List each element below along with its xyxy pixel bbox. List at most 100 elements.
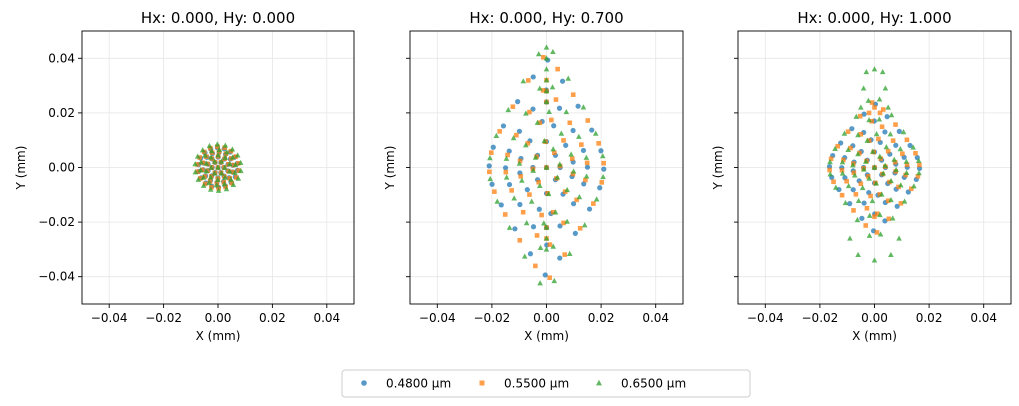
spot-point-square: [555, 66, 560, 72]
spot-point-triangle: [519, 177, 525, 183]
spot-point-triangle: [866, 212, 873, 218]
panel-title: Hx: 0.000, Hy: 0.700: [469, 9, 623, 27]
spot-point-triangle: [536, 85, 543, 91]
spot-point-square: [851, 208, 856, 213]
x-tick-label: −0.04: [747, 311, 784, 325]
panel-2: −0.04 −0.02 0.00 0.02 0.04 Hx: 0.000, Hy: 0.7…: [383, 9, 684, 343]
spot-point-triangle: [845, 182, 852, 189]
spot-point-triangle: [550, 146, 556, 152]
spot-point-triangle: [238, 167, 244, 174]
spot-point-triangle: [893, 166, 899, 173]
spot-point-square: [879, 124, 885, 130]
spot-point-square: [562, 252, 568, 257]
spot-point-circle: [896, 128, 902, 134]
spot-point-square: [857, 150, 862, 156]
spot-point-square: [904, 137, 910, 143]
spot-point-square: [537, 120, 543, 126]
spot-point-square: [202, 174, 208, 179]
y-tick-label: −0.04: [38, 270, 75, 284]
spot-point-square: [872, 105, 877, 110]
spot-point-triangle: [883, 144, 890, 150]
x-axis-label: X (mm): [196, 329, 241, 343]
x-tick-label: 0.02: [588, 311, 615, 325]
x-tick-label: 0.04: [642, 311, 669, 325]
spot-point-triangle: [546, 108, 552, 114]
spot-point-triangle: [916, 170, 922, 176]
legend-marker-triangle: [596, 379, 602, 386]
spot-point-triangle: [228, 176, 234, 182]
spot-point-triangle: [487, 175, 494, 182]
spot-point-triangle: [832, 145, 838, 151]
spot-point-triangle: [237, 159, 244, 166]
spot-point-triangle: [877, 211, 883, 218]
spot-point-triangle: [208, 147, 215, 154]
spot-points: [486, 44, 607, 286]
x-axis-label: X (mm): [524, 329, 569, 343]
spot-point-triangle: [543, 77, 550, 83]
spot-point-triangle: [910, 144, 916, 150]
spot-point-triangle: [197, 167, 204, 173]
spot-point-square: [520, 209, 526, 215]
spot-point-triangle: [232, 169, 238, 175]
spot-point-circle: [515, 99, 521, 105]
spot-point-triangle: [570, 168, 577, 174]
spot-point-triangle: [543, 224, 550, 230]
spot-point-triangle: [833, 184, 839, 190]
spot-point-circle: [581, 181, 587, 187]
spot-point-triangle: [218, 158, 225, 164]
spot-point-triangle: [543, 66, 550, 72]
spot-point-triangle: [876, 116, 883, 122]
spot-point-circle: [542, 272, 548, 278]
spot-point-square: [561, 220, 566, 226]
spot-point-triangle: [850, 162, 856, 168]
spot-point-square: [909, 186, 914, 192]
x-tick-label: 0.04: [313, 311, 340, 325]
spot-point-square: [866, 110, 872, 116]
spot-point-circle: [530, 74, 536, 80]
spot-point-square: [541, 54, 546, 60]
spot-point-triangle: [535, 51, 542, 57]
spot-point-circle: [894, 203, 900, 209]
legend-label: 0.5500 µm: [504, 377, 569, 391]
spot-point-triangle: [208, 154, 214, 160]
y-axis-label: Y (mm): [14, 146, 28, 191]
spot-point-square: [195, 162, 200, 167]
spot-point-triangle: [901, 198, 908, 204]
spot-point-square: [872, 214, 877, 219]
spot-point-triangle: [206, 179, 212, 186]
spot-point-triangle: [896, 235, 902, 241]
spot-point-circle: [850, 187, 856, 193]
spot-point-triangle: [866, 232, 873, 238]
x-axis-label: X (mm): [852, 329, 897, 343]
legend-marker-circle: [361, 380, 367, 386]
spot-point-triangle: [234, 152, 241, 158]
spot-point-triangle: [855, 197, 862, 204]
spot-point-square: [858, 131, 864, 137]
spot-point-triangle: [593, 196, 600, 202]
spot-point-triangle: [215, 187, 222, 193]
spot-point-triangle: [235, 175, 242, 181]
spot-point-square: [505, 152, 510, 158]
spot-point-triangle: [211, 158, 218, 164]
spot-point-circle: [500, 123, 507, 129]
spot-point-circle: [586, 206, 593, 212]
spot-point-square: [525, 141, 531, 146]
spot-point-square: [502, 212, 508, 217]
spot-point-triangle: [900, 129, 907, 135]
spot-point-triangle: [839, 170, 846, 176]
spot-point-square: [591, 201, 596, 206]
spot-point-square: [863, 223, 869, 228]
spot-point-circle: [572, 230, 578, 236]
spot-point-triangle: [865, 97, 872, 103]
spot-point-triangle: [564, 218, 570, 224]
spot-point-triangle: [503, 155, 510, 161]
spot-point-triangle: [599, 153, 606, 159]
spot-point-triangle: [510, 135, 517, 141]
spot-point-triangle: [192, 161, 198, 167]
spot-point-square: [510, 104, 516, 110]
spot-point-triangle: [543, 44, 550, 50]
spot-points: [826, 66, 923, 263]
spot-point-triangle: [194, 153, 201, 159]
spot-point-square: [202, 181, 208, 187]
spot-point-square: [550, 209, 556, 215]
